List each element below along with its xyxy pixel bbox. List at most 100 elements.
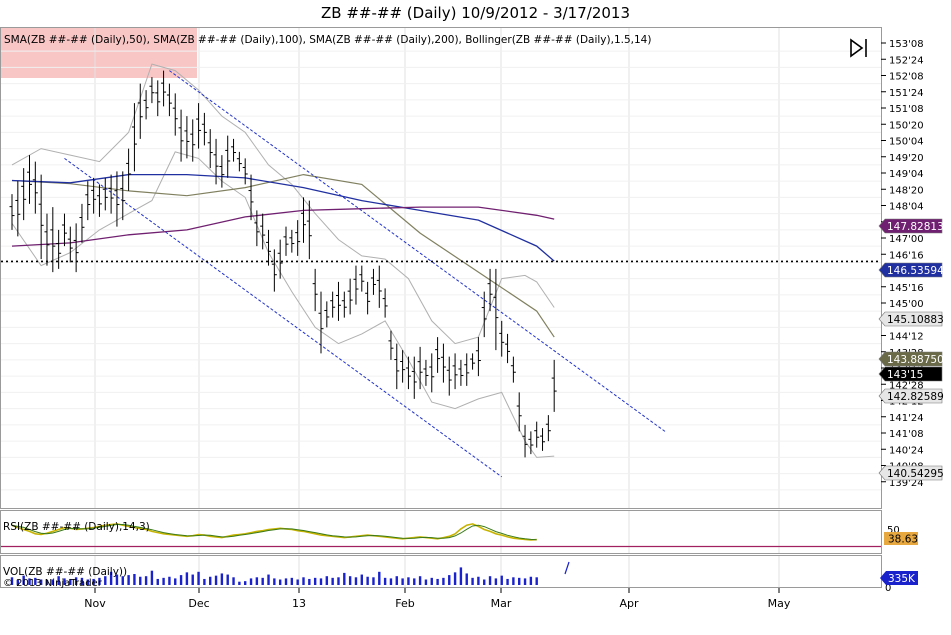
highlight-region — [1, 28, 197, 78]
value-tag: 145.10883 — [878, 311, 944, 327]
rsi-value-tag-bg — [884, 532, 918, 545]
price-bar — [400, 350, 406, 383]
y-tick-label: 139'24 — [889, 478, 924, 489]
volume-bar — [203, 578, 206, 585]
volume-bar — [209, 576, 212, 585]
volume-bar — [331, 577, 334, 585]
value-tag: 147.82813 — [878, 218, 944, 234]
price-bar — [166, 83, 172, 117]
volume-bar — [284, 578, 288, 585]
volume-bar — [51, 579, 55, 585]
volume-bar — [28, 578, 31, 585]
y-tick-label: 144'12 — [889, 332, 924, 343]
price-bar — [96, 184, 102, 217]
price-bar — [440, 343, 446, 383]
volume-bar — [226, 574, 229, 585]
volume-bar — [383, 577, 387, 585]
value-tag-label: 143.88750 — [887, 354, 944, 366]
price-bar — [108, 174, 114, 214]
price-bar — [510, 356, 516, 383]
price-bar — [411, 356, 417, 399]
price-bar — [540, 428, 546, 451]
volume-bar — [273, 578, 276, 585]
price-bar — [15, 181, 21, 237]
volume-bar — [343, 572, 346, 585]
volume-bar — [22, 575, 25, 585]
price-bar — [126, 148, 132, 191]
volume-bar — [366, 576, 369, 585]
price-bar — [161, 70, 167, 107]
volume-bar — [354, 577, 358, 585]
volume-bar — [144, 576, 148, 585]
panel-toggle-icon[interactable] — [850, 38, 867, 58]
volume-bar — [16, 580, 20, 585]
volume-bar — [465, 573, 468, 585]
price-bar — [143, 90, 149, 120]
volume-bar — [45, 580, 49, 585]
y-tick-label: 145'16 — [889, 283, 924, 294]
volume-bar — [98, 577, 101, 585]
x-axis: Nov Dec 13 Feb Mar Apr May — [84, 588, 791, 610]
price-bar — [231, 138, 237, 162]
price-bar — [242, 158, 248, 185]
volume-bar — [238, 581, 241, 585]
price-bar — [190, 119, 196, 162]
price-bar — [254, 210, 260, 247]
price-bar — [522, 424, 528, 458]
x-tick-label: Apr — [619, 597, 639, 610]
volume-bar — [80, 577, 84, 585]
volume-bar — [244, 581, 247, 585]
price-bar — [312, 268, 318, 312]
y-tick-label: 146'16 — [889, 250, 924, 261]
price-bar — [21, 168, 27, 221]
indicator-overlays — [1, 63, 881, 478]
price-bar — [79, 203, 85, 243]
price-bar — [236, 151, 242, 172]
volume-bar — [220, 573, 224, 585]
value-tag-bg — [878, 366, 943, 382]
volume-bar — [436, 578, 439, 585]
volume-bar — [115, 574, 119, 585]
y-tick-label: 141'24 — [889, 413, 924, 424]
y-tick-label: 145'00 — [889, 299, 924, 310]
x-tick-label: Feb — [395, 597, 414, 610]
y-tick-label: 150'20 — [889, 120, 924, 131]
price-bar — [120, 171, 126, 221]
price-bar — [201, 112, 207, 146]
volume-bar — [69, 578, 72, 585]
price-bar — [178, 109, 184, 162]
volume-bar — [418, 576, 422, 585]
x-tick-label: 13 — [292, 597, 306, 610]
volume-bar — [127, 575, 130, 585]
volume-panel[interactable] — [0, 555, 882, 588]
rsi-line — [11, 523, 537, 541]
volume-bar — [523, 578, 527, 585]
price-bar — [545, 415, 551, 442]
trendline-1 — [169, 70, 666, 432]
price-bar — [359, 265, 365, 292]
x-tick-label: Mar — [491, 597, 512, 610]
price-bar — [470, 353, 476, 370]
price-bar — [528, 431, 534, 455]
volume-bar — [430, 577, 433, 585]
price-bar — [114, 171, 120, 227]
value-tag: 142.82589 — [878, 388, 944, 404]
y-tick-label: 153'08 — [889, 39, 924, 50]
price-bar — [149, 77, 155, 104]
price-bar — [551, 359, 557, 412]
volume-value-tag: 335K — [888, 573, 916, 585]
price-bar — [475, 337, 481, 377]
price-bar — [56, 229, 62, 269]
volume-bar — [39, 579, 43, 585]
y-tick-label: 150'04 — [889, 137, 924, 148]
price-bar — [260, 213, 266, 250]
rsi-tick-50: 50 — [887, 525, 900, 536]
volume-current-tick — [564, 561, 570, 575]
volume-bar — [156, 578, 159, 585]
price-bar — [505, 333, 511, 364]
volume-bar — [325, 576, 329, 585]
price-bar — [382, 288, 388, 318]
volume-bar — [407, 577, 410, 585]
volume-bar — [10, 577, 14, 585]
